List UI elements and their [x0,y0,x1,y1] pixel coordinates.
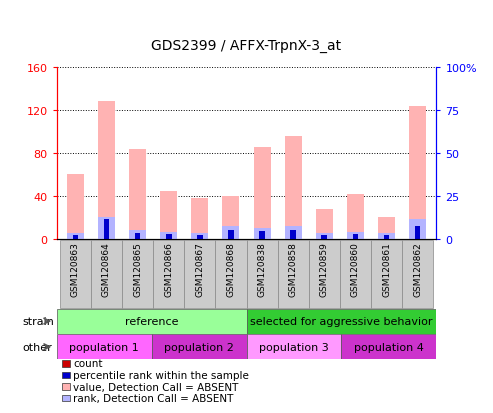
Bar [228,230,234,239]
Bar [409,220,426,239]
Bar [57,335,152,359]
Bar [104,220,109,239]
Bar [321,236,327,239]
Bar [60,240,91,308]
Text: GSM120863: GSM120863 [71,242,80,297]
Bar [228,236,234,239]
Bar [129,149,146,239]
Bar [67,234,84,239]
Bar [246,335,341,359]
Text: strain: strain [22,316,54,326]
Bar [72,236,78,239]
Bar [197,236,203,239]
Bar [166,236,172,239]
Text: population 2: population 2 [164,342,234,352]
Bar [321,237,327,239]
Bar [402,240,433,308]
Text: GSM120865: GSM120865 [133,242,142,297]
Bar [415,226,421,239]
Bar [341,335,436,359]
Bar [259,235,265,239]
Bar [135,234,141,239]
Text: GSM120838: GSM120838 [257,242,267,297]
Text: count: count [73,358,103,368]
Bar [215,240,246,308]
Bar [347,194,364,239]
Bar [259,232,265,239]
Bar [197,237,203,239]
Bar [316,209,333,239]
Bar [98,102,115,239]
Bar [98,218,115,239]
Bar [340,240,371,308]
Bar [57,309,246,334]
Bar [371,240,402,308]
Text: percentile rank within the sample: percentile rank within the sample [73,370,249,380]
Text: GSM120858: GSM120858 [289,242,298,297]
Bar [309,240,340,308]
Bar [67,175,84,239]
Text: GSM120866: GSM120866 [164,242,173,297]
Text: GSM120868: GSM120868 [226,242,236,297]
Bar [160,192,177,239]
Bar [284,226,302,239]
Text: GSM120867: GSM120867 [195,242,204,297]
Bar [384,236,389,239]
Text: GSM120862: GSM120862 [413,242,422,297]
Bar [378,218,395,239]
Bar [153,240,184,308]
Bar [316,234,333,239]
Text: selected for aggressive behavior: selected for aggressive behavior [250,316,433,326]
Text: rank, Detection Call = ABSENT: rank, Detection Call = ABSENT [73,393,234,403]
Text: other: other [22,342,52,352]
Text: population 1: population 1 [70,342,139,352]
Bar [352,235,358,239]
Bar [91,240,122,308]
Text: GSM120861: GSM120861 [382,242,391,297]
Bar [122,240,153,308]
Bar [135,234,141,239]
Text: value, Detection Call = ABSENT: value, Detection Call = ABSENT [73,382,239,392]
Bar [253,228,271,239]
Bar [191,198,209,239]
Bar [104,236,109,239]
Text: GSM120859: GSM120859 [320,242,329,297]
Bar [246,309,436,334]
Bar [284,136,302,239]
Text: GSM120864: GSM120864 [102,242,111,297]
Bar [278,240,309,308]
Bar [191,234,209,239]
Text: GDS2399 / AFFX-TrpnX-3_at: GDS2399 / AFFX-TrpnX-3_at [151,39,342,53]
Bar [222,226,240,239]
Text: population 4: population 4 [354,342,424,352]
Bar [166,235,172,239]
Bar [253,148,271,239]
Bar [378,234,395,239]
Bar [160,233,177,239]
Bar [290,235,296,239]
Bar [347,233,364,239]
Bar [129,230,146,239]
Text: GSM120860: GSM120860 [351,242,360,297]
Bar [184,240,215,308]
Bar [72,236,78,239]
Bar [409,106,426,239]
Bar [246,240,278,308]
Bar [290,230,296,239]
Bar [152,335,246,359]
Bar [384,237,389,239]
Text: population 3: population 3 [259,342,329,352]
Bar [352,236,358,239]
Bar [222,196,240,239]
Bar [415,235,421,239]
Text: reference: reference [125,316,178,326]
